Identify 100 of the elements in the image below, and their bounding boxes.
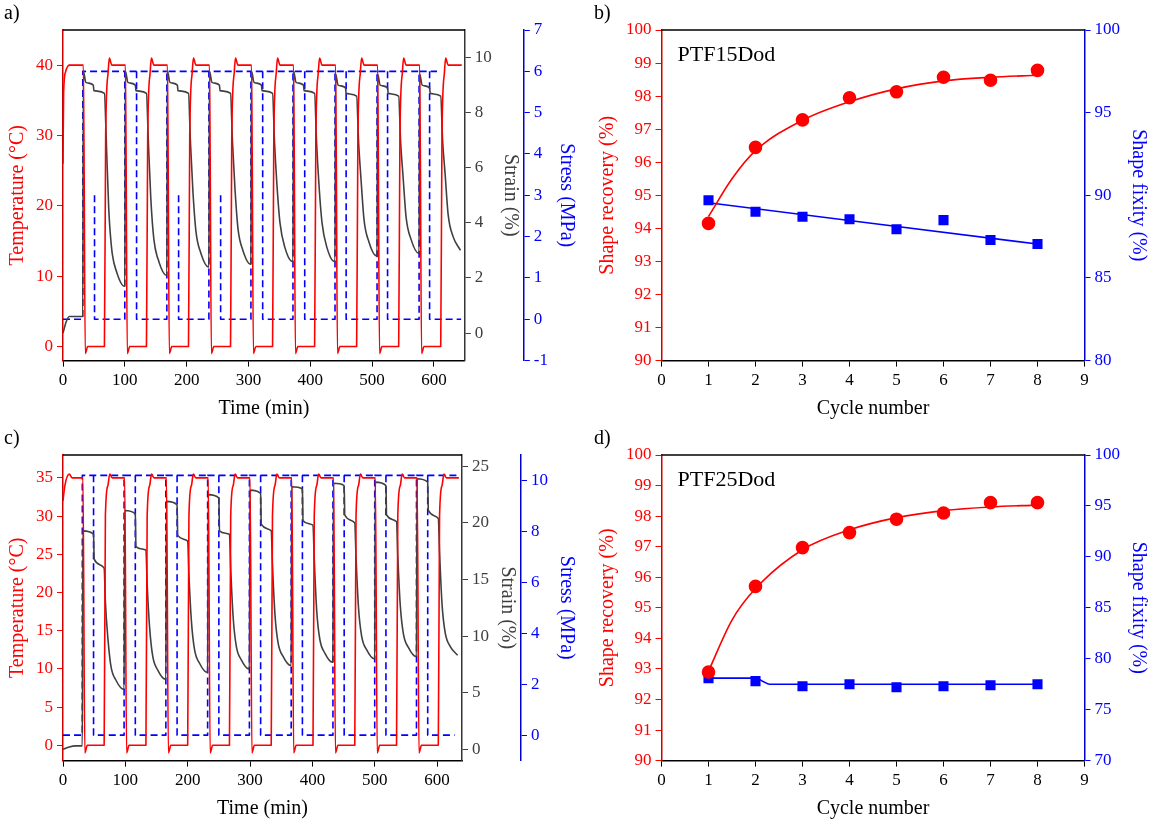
y2-axis-title: Shape fixity (%) [1127, 541, 1151, 674]
x-tick-label: 3 [798, 770, 807, 790]
point [889, 512, 904, 526]
y-axis-title: Temperature (°C) [5, 537, 29, 679]
y2-tick-label: 80 [1094, 350, 1112, 370]
x-tick-label: 8 [1033, 770, 1042, 790]
point [983, 495, 998, 510]
y-tick-label: 90 [634, 350, 652, 370]
x-tick-label: 200 [174, 770, 201, 790]
y3-axis-title: Stress (MPa) [555, 143, 579, 248]
point [985, 234, 996, 245]
point [795, 113, 810, 127]
point [1030, 495, 1045, 510]
x-axis-title: Time (min) [218, 396, 310, 420]
x-axis-title: Cycle number [816, 796, 930, 820]
y-tick-label: 30 [36, 505, 53, 525]
point [842, 525, 857, 540]
y-axis-title: Shape recovery (%) [595, 528, 619, 688]
point [844, 214, 855, 225]
annotation: PTF15Dod [677, 40, 776, 66]
y3-tick-label: 5 [533, 102, 543, 122]
y2-tick-label: 2 [474, 267, 484, 287]
y2-tick-label: 10 [472, 625, 489, 645]
y-tick-label: 95 [634, 184, 652, 204]
y-tick-label: 98 [634, 505, 652, 525]
y-tick-label: 97 [634, 118, 652, 138]
y-tick-label: 10 [36, 265, 53, 285]
y2-tick-label: 80 [1094, 648, 1112, 668]
y2-tick-label: 0 [474, 322, 484, 342]
y-tick-label: 97 [634, 536, 652, 556]
y-tick-label: 94 [634, 627, 652, 647]
y2-tick-label: 70 [1094, 750, 1112, 770]
x-tick-label: 6 [939, 370, 948, 390]
y2-tick-label: 95 [1094, 102, 1112, 122]
x-tick-label: 0 [657, 370, 666, 390]
y3-tick-label: 1 [533, 267, 543, 287]
y3-tick-label: -1 [533, 350, 549, 370]
point [936, 70, 951, 85]
x-tick-label: 100 [112, 770, 139, 790]
y-tick-label: 100 [626, 19, 652, 39]
y-tick-label: 40 [36, 54, 53, 74]
point [889, 85, 904, 99]
y-tick-label: 5 [44, 696, 53, 716]
x-axis-title: Time (min) [217, 796, 308, 820]
y-tick-label: 90 [634, 750, 652, 770]
y3-tick-label: 2 [531, 673, 540, 693]
x-tick-label: 8 [1033, 370, 1042, 390]
y2-axis-title: Strain (%) [499, 153, 523, 237]
y2-tick-label: 100 [1094, 444, 1120, 464]
y-tick-label: 96 [634, 566, 652, 586]
y2-tick-label: 15 [472, 568, 489, 588]
y3-tick-label: 3 [533, 184, 543, 204]
y2-tick-label: 75 [1094, 699, 1112, 719]
y2-tick-label: 85 [1094, 597, 1112, 617]
point [842, 90, 857, 105]
y-tick-label: 15 [36, 620, 53, 640]
x-tick-label: 400 [297, 370, 324, 390]
y-tick-label: 20 [36, 195, 53, 215]
x-tick-label: 300 [235, 370, 262, 390]
y2-tick-label: 90 [1094, 184, 1112, 204]
x-tick-label: 4 [845, 370, 855, 390]
x-tick-label: 600 [424, 770, 450, 790]
y-tick-label: 10 [36, 658, 53, 678]
y-tick-label: 99 [634, 52, 652, 72]
y2-tick-label: 0 [472, 738, 481, 758]
chart-title: d) [594, 426, 611, 450]
x-tick-label: 5 [892, 770, 901, 790]
point [701, 665, 716, 679]
y-tick-label: 20 [36, 581, 53, 601]
point [795, 540, 810, 555]
x-tick-label: 7 [986, 370, 996, 390]
chart-title: b) [594, 1, 611, 25]
y-tick-label: 93 [634, 658, 652, 678]
y-tick-label: 92 [634, 688, 652, 708]
y2-axis-title: Strain (%) [496, 566, 520, 650]
x-tick-label: 1 [704, 770, 713, 790]
point [701, 216, 716, 231]
y2-tick-label: 4 [474, 212, 484, 232]
y-tick-label: 25 [36, 543, 53, 563]
x-tick-label: 9 [1080, 770, 1089, 790]
y-axis-title: Shape recovery (%) [595, 115, 619, 275]
point [891, 224, 902, 235]
y3-tick-label: 8 [531, 520, 540, 540]
y-tick-label: 95 [634, 597, 652, 617]
y2-tick-label: 100 [1094, 19, 1120, 39]
point [703, 195, 714, 206]
x-tick-label: 400 [299, 770, 326, 790]
chart-title: a) [4, 1, 20, 25]
x-tick-label: 9 [1080, 370, 1089, 390]
y2-tick-label: 25 [472, 455, 489, 475]
x-tick-label: 6 [939, 770, 948, 790]
y2-tick-label: 5 [472, 682, 481, 702]
y2-tick-label: 6 [474, 157, 484, 177]
x-tick-label: 4 [845, 770, 855, 790]
chart-title: c) [4, 426, 20, 450]
y-tick-label: 93 [634, 250, 652, 270]
y-tick-label: 91 [634, 317, 652, 337]
y-tick-label: 91 [634, 719, 652, 739]
y2-tick-label: 90 [1094, 546, 1112, 566]
y-tick-label: 30 [36, 124, 53, 144]
